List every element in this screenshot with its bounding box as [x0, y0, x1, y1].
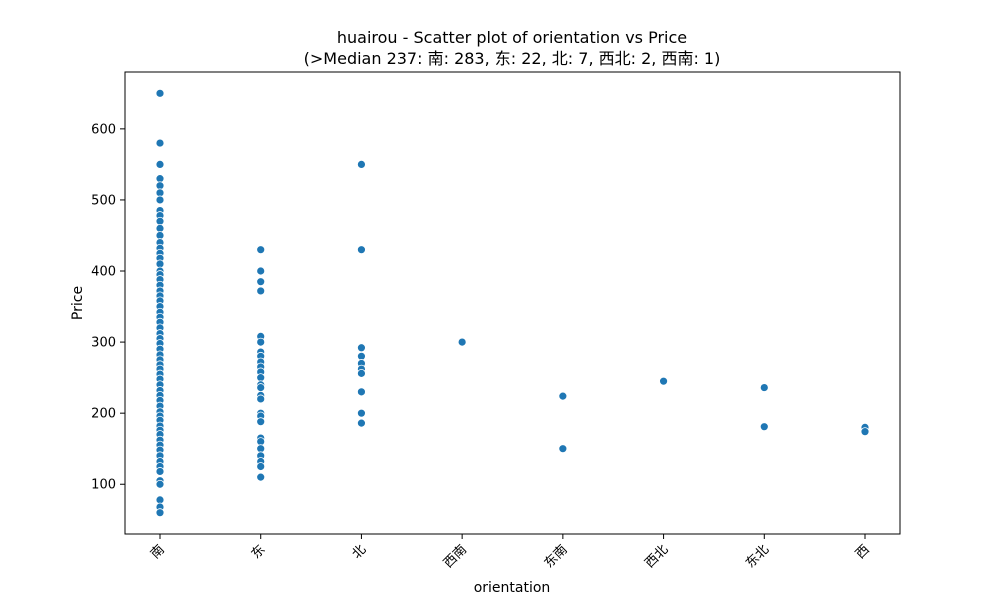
x-tick-label: 北 — [349, 542, 369, 562]
data-point — [256, 286, 266, 296]
data-point — [155, 88, 165, 98]
data-point — [256, 394, 266, 404]
y-tick-label: 600 — [91, 122, 116, 137]
data-point — [155, 195, 165, 205]
data-point — [759, 422, 769, 432]
chart-subtitle: (>Median 237: 南: 283, 东: 22, 北: 7, 西北: 2… — [304, 49, 721, 68]
data-point — [457, 337, 467, 347]
data-points — [155, 88, 870, 518]
data-point — [155, 508, 165, 518]
data-point — [256, 277, 266, 287]
data-point — [256, 417, 266, 427]
chart-title: huairou - Scatter plot of orientation vs… — [337, 28, 687, 47]
data-point — [357, 368, 366, 378]
y-tick-label: 100 — [91, 478, 116, 493]
x-tick-label: 东北 — [743, 542, 772, 571]
data-point — [860, 427, 870, 437]
y-axis-label: Price — [70, 286, 86, 320]
data-point — [357, 408, 366, 418]
y-tick-label: 500 — [91, 193, 116, 208]
data-point — [558, 444, 568, 454]
x-tick-label: 东南 — [541, 542, 571, 572]
x-tick-label: 西北 — [642, 542, 671, 571]
data-point — [256, 337, 266, 347]
x-tick-label: 西南 — [440, 542, 470, 572]
y-tick-label: 300 — [91, 336, 116, 351]
data-point — [155, 159, 165, 169]
x-tick-label: 南 — [147, 542, 168, 563]
y-tick-label: 400 — [91, 265, 116, 280]
plot-area — [124, 71, 901, 535]
data-point — [659, 376, 668, 386]
data-point — [256, 245, 266, 255]
x-tick-label: 西 — [853, 542, 873, 562]
data-point — [155, 138, 165, 148]
x-axis-label: orientation — [474, 580, 551, 596]
data-point — [759, 383, 769, 392]
data-point — [357, 343, 366, 353]
data-point — [357, 418, 366, 428]
data-point — [357, 245, 366, 255]
data-point — [256, 472, 266, 482]
data-point — [256, 462, 266, 471]
y-tick-label: 200 — [91, 407, 116, 422]
y-axis: 100 200 300 400 500 600 — [91, 122, 125, 493]
data-point — [357, 159, 366, 169]
data-point — [155, 467, 165, 476]
data-point — [256, 266, 266, 276]
data-point — [357, 387, 366, 397]
data-point — [256, 383, 266, 392]
x-axis: 南东北西南 东南 西北 东北西 — [147, 534, 873, 571]
data-point — [558, 391, 568, 401]
x-tick-label: 东 — [249, 542, 269, 562]
data-point — [155, 479, 165, 489]
